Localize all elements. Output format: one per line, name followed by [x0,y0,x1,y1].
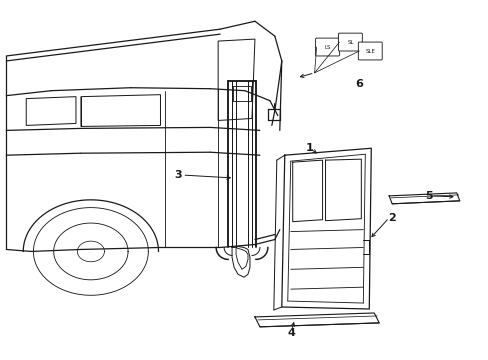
Text: 3: 3 [174,170,182,180]
Text: 2: 2 [387,213,395,223]
Text: SLE: SLE [365,49,374,54]
FancyBboxPatch shape [315,38,339,56]
FancyBboxPatch shape [358,42,382,60]
Text: SL: SL [346,40,353,45]
Text: 4: 4 [287,328,295,338]
FancyBboxPatch shape [338,33,362,51]
Text: 6: 6 [355,79,363,89]
Text: LS: LS [324,45,330,50]
Text: 1: 1 [305,143,313,153]
Text: 5: 5 [424,191,432,201]
